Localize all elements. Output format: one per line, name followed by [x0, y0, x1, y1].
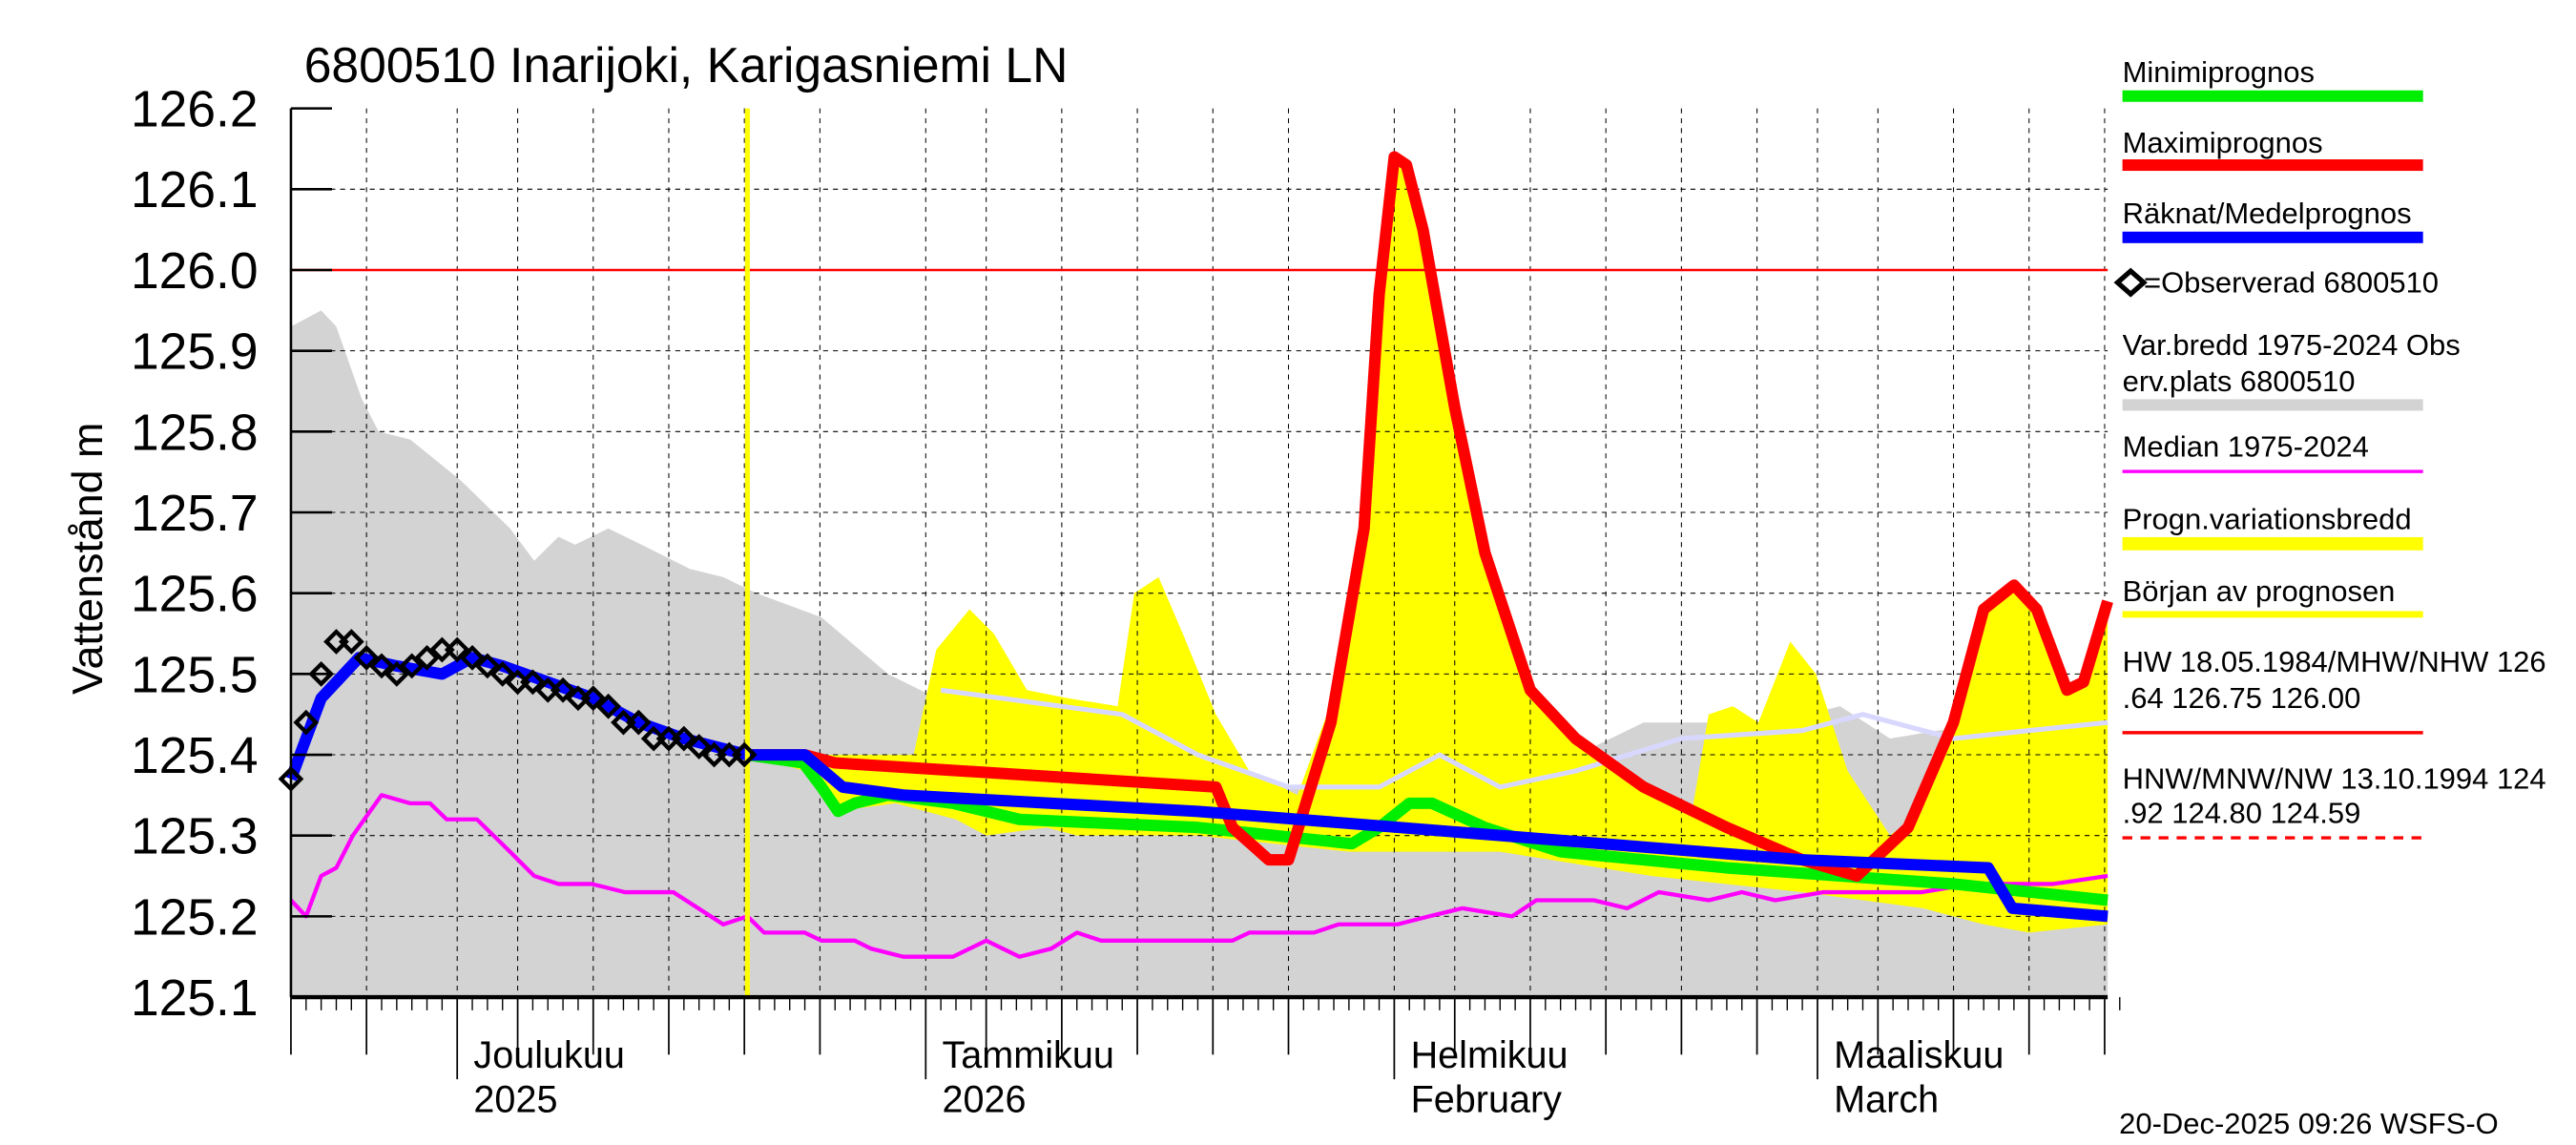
y-tick-label: 125.3: [131, 809, 259, 865]
series-line-median-1975-2024: [289, 793, 2109, 959]
legend: Minimiprognos Maximiprognos Räknat/Medel…: [2113, 55, 2546, 840]
observed-point: [686, 734, 713, 760]
legend-hw-label-1: HW 18.05.1984/MHW/NHW 126: [2123, 645, 2546, 678]
observed-point: [505, 669, 530, 696]
legend-median-label: Median 1975-2024: [2123, 430, 2369, 464]
observed-point: [278, 766, 304, 792]
observed-point: [474, 653, 501, 679]
observed-point: [444, 636, 470, 663]
legend-nw-label-1: HNW/MNW/NW 13.10.1994 124: [2123, 761, 2546, 795]
observed-point: [701, 741, 727, 768]
legend-mean-label: Räknat/Medelprognos: [2123, 197, 2412, 230]
series-line-light-median: [940, 687, 2109, 790]
legend-start-label: Början av prognosen: [2123, 574, 2396, 608]
y-tick-label: 125.5: [131, 647, 259, 703]
legend-median-swatch: [2122, 469, 2423, 473]
legend-max-label: Maximiprognos: [2123, 126, 2323, 159]
observed-point: [489, 660, 516, 687]
month-sublabel: 2026: [943, 1079, 1027, 1121]
series-line-maximiprognos: [747, 151, 2113, 883]
observed-diamond-icon: [2113, 267, 2148, 298]
observed-point: [368, 653, 395, 679]
y-axis-label: Vattenstånd m: [64, 423, 112, 695]
observed-point: [293, 709, 320, 736]
observed-point: [550, 677, 576, 703]
series-line-minimiprognos: [746, 749, 2109, 906]
legend-max-swatch: [2122, 159, 2423, 172]
legend-start-swatch: [2122, 611, 2423, 618]
legend-var-label-2: erv.plats 6800510: [2123, 364, 2356, 398]
y-tick-label: 125.2: [131, 889, 259, 946]
observed-point: [520, 669, 546, 696]
month-label: Tammikuu: [943, 1034, 1114, 1076]
observed-point: [534, 677, 561, 703]
legend-min-label: Minimiprognos: [2123, 55, 2315, 89]
month-sublabel: February: [1411, 1079, 1563, 1121]
legend-progn-swatch: [2122, 536, 2423, 551]
axes: 125.1 125.2 125.3 125.4 125.5 125.6 125.7 125.8…: [131, 82, 2121, 1121]
month-label: Joulukuu: [473, 1034, 624, 1076]
legend-var-label-1: Var.bredd 1975-2024 Obs: [2123, 328, 2461, 362]
observed-point: [338, 629, 364, 655]
legend-obs-label: =Observerad 6800510: [2144, 265, 2439, 299]
forecast-variation-band: [747, 156, 2109, 933]
month-sublabel: March: [1834, 1079, 1939, 1121]
observed-point: [353, 645, 380, 671]
observed-point: [625, 709, 652, 736]
legend-min-swatch: [2122, 90, 2423, 102]
chart-title: 6800510 Inarijoki, Karigasniemi LN: [304, 37, 1069, 93]
y-tick-label: 126.2: [131, 82, 259, 138]
observed-point: [655, 725, 682, 752]
observed-point: [595, 693, 621, 719]
observed-point: [565, 685, 592, 712]
month-sublabel: 2025: [473, 1079, 557, 1121]
footer-timestamp: 20-Dec-2025 09:26 WSFS-O: [2119, 1107, 2499, 1140]
month-label: Maaliskuu: [1834, 1034, 2004, 1076]
observed-point: [640, 725, 667, 752]
observed-point: [399, 653, 426, 679]
observed-point: [428, 636, 455, 663]
y-tick-label: 126.0: [131, 243, 259, 300]
legend-progn-label: Progn.variationsbredd: [2123, 502, 2412, 535]
y-tick-label: 125.6: [131, 567, 259, 623]
observed-point: [580, 685, 607, 712]
observed-point: [671, 725, 697, 752]
y-tick-label: 125.1: [131, 970, 259, 1027]
legend-var-swatch: [2122, 399, 2423, 411]
y-tick-label: 125.7: [131, 486, 259, 542]
observed-point: [323, 629, 349, 655]
legend-hw-swatch: [2122, 731, 2423, 735]
legend-hw-label-2: .64 126.75 126.00: [2123, 681, 2361, 715]
y-tick-label: 125.4: [131, 728, 259, 784]
observed-point: [611, 709, 636, 736]
month-label: Helmikuu: [1411, 1034, 1568, 1076]
series-line-r-knat-medelprognos: [285, 652, 2109, 923]
y-tick-label: 125.8: [131, 405, 259, 461]
observed-point: [716, 741, 742, 768]
y-tick-label: 126.1: [131, 162, 259, 219]
observed-point: [731, 741, 758, 768]
plot-area: [278, 108, 2113, 998]
observed-point: [384, 660, 410, 687]
observed-point: [459, 645, 486, 671]
legend-mean-swatch: [2122, 231, 2423, 243]
observed-point: [414, 645, 440, 671]
legend-nw-label-2: .92 124.80 124.59: [2123, 797, 2361, 830]
y-tick-label: 125.9: [131, 324, 259, 381]
